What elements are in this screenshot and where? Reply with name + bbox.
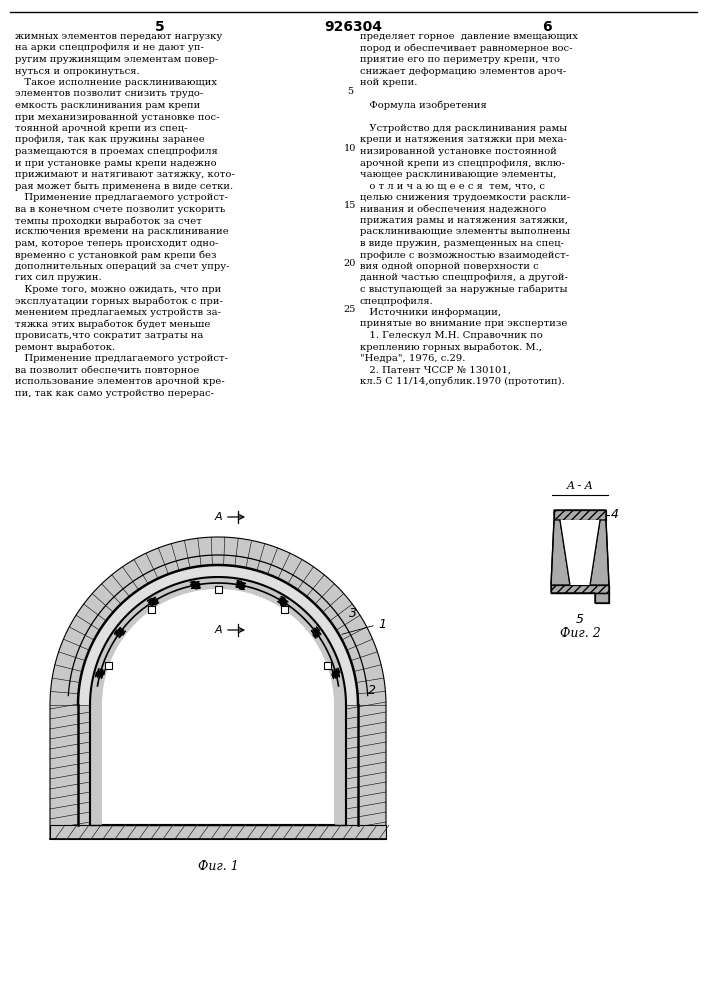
Text: спецпрофиля.: спецпрофиля.: [360, 296, 434, 306]
Text: дополнительных операций за счет упру-: дополнительных операций за счет упру-: [15, 262, 230, 271]
Text: рам, которое теперь происходит одно-: рам, которое теперь происходит одно-: [15, 239, 218, 248]
Text: рая может быть применена в виде сетки.: рая может быть применена в виде сетки.: [15, 182, 233, 191]
Text: кл.5 С 11/14,опублик.1970 (прототип).: кл.5 С 11/14,опублик.1970 (прототип).: [360, 377, 565, 386]
Text: исключения времени на расклинивание: исключения времени на расклинивание: [15, 228, 229, 236]
Text: гих сил пружин.: гих сил пружин.: [15, 273, 102, 282]
Text: профиля, так как пружины заранее: профиля, так как пружины заранее: [15, 135, 205, 144]
Text: 5: 5: [347, 87, 353, 96]
Text: 4: 4: [611, 508, 619, 522]
Text: арочной крепи из спецпрофиля, вклю-: арочной крепи из спецпрофиля, вклю-: [360, 158, 565, 167]
Text: Устройство для расклинивания рамы: Устройство для расклинивания рамы: [360, 124, 567, 133]
Text: и при установке рамы крепи надежно: и при установке рамы крепи надежно: [15, 158, 216, 167]
Text: Применение предлагаемого устройст-: Применение предлагаемого устройст-: [15, 354, 228, 363]
Text: чающее расклинивающие элементы,: чающее расклинивающие элементы,: [360, 170, 556, 179]
Text: прижимают и натягивают затяжку, кото-: прижимают и натягивают затяжку, кото-: [15, 170, 235, 179]
Text: креплению горных выработок. М.,: креплению горных выработок. М.,: [360, 342, 542, 352]
Text: тоянной арочной крепи из спец-: тоянной арочной крепи из спец-: [15, 124, 187, 133]
Text: 926304: 926304: [324, 20, 382, 34]
Text: 5: 5: [576, 613, 584, 626]
Text: менением предлагаемых устройств за-: менением предлагаемых устройств за-: [15, 308, 221, 317]
Text: целью снижения трудоемкости раскли-: целью снижения трудоемкости раскли-: [360, 193, 570, 202]
Text: Фиг. 2: Фиг. 2: [560, 627, 600, 640]
Bar: [148, 606, 155, 613]
Text: о т л и ч а ю щ е е с я  тем, что, с: о т л и ч а ю щ е е с я тем, что, с: [360, 182, 545, 190]
Text: нивания и обеспечения надежного: нивания и обеспечения надежного: [360, 205, 547, 214]
Text: приятие его по периметру крепи, что: приятие его по периметру крепи, что: [360, 55, 560, 64]
Text: Источники информации,: Источники информации,: [360, 308, 501, 317]
Text: ной крепи.: ной крепи.: [360, 78, 417, 87]
Polygon shape: [595, 593, 609, 603]
Text: Формула изобретения: Формула изобретения: [360, 101, 486, 110]
Text: Кроме того, можно ожидать, что при: Кроме того, можно ожидать, что при: [15, 285, 221, 294]
Text: тяжка этих выработок будет меньше: тяжка этих выработок будет меньше: [15, 320, 211, 329]
Text: снижает деформацию элементов ароч-: снижает деформацию элементов ароч-: [360, 66, 566, 76]
Text: 5: 5: [155, 20, 165, 34]
Bar: [324, 662, 330, 669]
Bar: [281, 606, 288, 613]
Text: принятые во внимание при экспертизе: принятые во внимание при экспертизе: [360, 320, 568, 328]
Text: крепи и натяжения затяжки при меха-: крепи и натяжения затяжки при меха-: [360, 135, 567, 144]
Text: элементов позволит снизить трудо-: элементов позволит снизить трудо-: [15, 90, 203, 99]
Text: 1: 1: [378, 618, 386, 632]
Text: емкость расклинивания рам крепи: емкость расклинивания рам крепи: [15, 101, 200, 110]
Text: на арки спецпрофиля и не дают уп-: на арки спецпрофиля и не дают уп-: [15, 43, 204, 52]
Text: пород и обеспечивает равномерное вос-: пород и обеспечивает равномерное вос-: [360, 43, 573, 53]
Text: ругим пружинящим элементам повер-: ругим пружинящим элементам повер-: [15, 55, 218, 64]
Text: использование элементов арочной кре-: использование элементов арочной кре-: [15, 377, 225, 386]
Text: в виде пружин, размещенных на спец-: в виде пружин, размещенных на спец-: [360, 239, 564, 248]
Text: 1. Гелескул М.Н. Справочник по: 1. Гелескул М.Н. Справочник по: [360, 331, 543, 340]
Text: 2: 2: [368, 684, 376, 696]
Text: A: A: [214, 625, 222, 635]
Text: 15: 15: [344, 202, 356, 211]
Text: ва в конечном счете позволит ускорить: ва в конечном счете позволит ускорить: [15, 205, 226, 214]
Text: жимных элементов передают нагрузку: жимных элементов передают нагрузку: [15, 32, 222, 41]
Bar: [105, 662, 112, 669]
Polygon shape: [590, 520, 609, 585]
Text: Такое исполнение расклинивающих: Такое исполнение расклинивающих: [15, 78, 217, 87]
Bar: [214, 585, 221, 592]
Text: ремонт выработок.: ремонт выработок.: [15, 342, 115, 352]
Text: прижатия рамы и натяжения затяжки,: прижатия рамы и натяжения затяжки,: [360, 216, 568, 225]
Text: 10: 10: [344, 144, 356, 153]
Text: временно с установкой рам крепи без: временно с установкой рам крепи без: [15, 250, 216, 260]
Text: Применение предлагаемого устройст-: Применение предлагаемого устройст-: [15, 193, 228, 202]
Text: с выступающей за наружные габариты: с выступающей за наружные габариты: [360, 285, 568, 294]
Polygon shape: [50, 537, 386, 839]
Text: эксплуатации горных выработок с при-: эксплуатации горных выработок с при-: [15, 296, 223, 306]
Text: вия одной опорной поверхности с: вия одной опорной поверхности с: [360, 262, 539, 271]
Text: размещаются в проемах спецпрофиля: размещаются в проемах спецпрофиля: [15, 147, 218, 156]
Text: 25: 25: [344, 305, 356, 314]
Text: провисать,что сократит затраты на: провисать,что сократит затраты на: [15, 331, 204, 340]
Text: при механизированной установке пос-: при механизированной установке пос-: [15, 112, 219, 121]
Text: ва позволит обеспечить повторное: ва позволит обеспечить повторное: [15, 365, 199, 375]
Text: темпы проходки выработок за счет: темпы проходки выработок за счет: [15, 216, 202, 226]
Text: расклинивающие элементы выполнены: расклинивающие элементы выполнены: [360, 228, 570, 236]
Polygon shape: [560, 520, 600, 585]
Text: 20: 20: [344, 259, 356, 268]
Text: низированной установке постоянной: низированной установке постоянной: [360, 147, 557, 156]
Polygon shape: [102, 589, 334, 825]
Text: 3: 3: [349, 607, 357, 620]
Polygon shape: [551, 520, 570, 585]
Text: A: A: [214, 512, 222, 522]
Bar: [551, 585, 609, 593]
Text: "Недра", 1976, с.29.: "Недра", 1976, с.29.: [360, 354, 465, 363]
Text: 2. Патент ЧССР № 130101,: 2. Патент ЧССР № 130101,: [360, 365, 511, 374]
Text: профиле с возможностью взаимодейст-: профиле с возможностью взаимодейст-: [360, 250, 569, 259]
Text: 6: 6: [542, 20, 551, 34]
Bar: [50, 825, 386, 839]
Text: нуться и опрокинуться.: нуться и опрокинуться.: [15, 66, 139, 76]
Bar: [554, 510, 606, 520]
Text: данной частью спецпрофиля, а другой-: данной частью спецпрофиля, а другой-: [360, 273, 568, 282]
Text: пи, так как само устройство перерас-: пи, так как само устройство перерас-: [15, 388, 214, 397]
Polygon shape: [78, 565, 358, 705]
Text: A - A: A - A: [566, 481, 593, 491]
Text: Фиг. 1: Фиг. 1: [198, 860, 238, 873]
Text: пределяет горное  давление вмещающих: пределяет горное давление вмещающих: [360, 32, 578, 41]
